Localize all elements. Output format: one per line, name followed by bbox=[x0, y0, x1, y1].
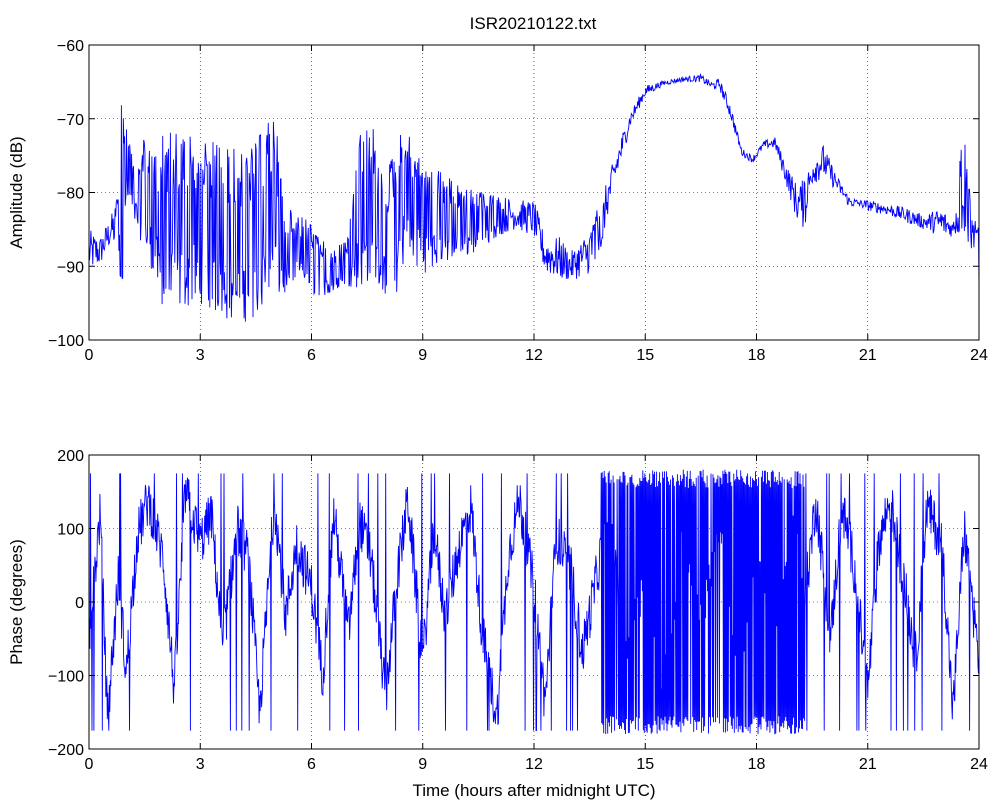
x-tick-label: 0 bbox=[85, 756, 94, 773]
amplitude-y-axis-label: Amplitude (dB) bbox=[7, 136, 26, 248]
x-tick-label: 24 bbox=[970, 347, 988, 364]
x-tick-label: 18 bbox=[748, 347, 766, 364]
amplitude-marks bbox=[88, 73, 980, 322]
phase-series-line bbox=[88, 469, 980, 735]
chart-title: ISR20210122.txt bbox=[470, 14, 597, 33]
y-tick-label: −100 bbox=[48, 669, 84, 686]
x-tick-label: 12 bbox=[525, 756, 543, 773]
x-tick-label: 15 bbox=[636, 756, 654, 773]
amplitude-panel: 0 3 6 9 12 15 18 21 24 −100 −90 −80 −70 −60 Amplitude… bbox=[7, 38, 988, 364]
y-tick-label: −60 bbox=[57, 38, 84, 55]
x-tick-label: 24 bbox=[970, 756, 988, 773]
x-tick-label: 18 bbox=[748, 756, 766, 773]
y-tick-label: 100 bbox=[57, 522, 84, 539]
x-tick-label: 3 bbox=[196, 756, 205, 773]
x-tick-label: 15 bbox=[636, 347, 654, 364]
phase-y-axis-label: Phase (degrees) bbox=[7, 539, 26, 665]
y-tick-label: −70 bbox=[57, 112, 84, 129]
x-tick-label: 9 bbox=[418, 347, 427, 364]
x-tick-label: 9 bbox=[418, 756, 427, 773]
y-tick-label: −80 bbox=[57, 186, 84, 203]
y-tick-label: −100 bbox=[48, 333, 84, 350]
x-tick-label: 21 bbox=[859, 347, 877, 364]
y-tick-label: 0 bbox=[75, 595, 84, 612]
x-tick-label: 0 bbox=[85, 347, 94, 364]
phase-ticks: 0 3 6 9 12 15 18 21 24 −200 −100 0 100 200 bbox=[48, 448, 988, 773]
y-tick-label: −90 bbox=[57, 259, 84, 276]
phase-panel: 0 3 6 9 12 15 18 21 24 −200 −100 0 100 200 Phase (deg… bbox=[7, 448, 988, 773]
x-axis-label: Time (hours after midnight UTC) bbox=[412, 781, 655, 800]
y-tick-label: 200 bbox=[57, 448, 84, 465]
x-tick-label: 21 bbox=[859, 756, 877, 773]
x-tick-label: 12 bbox=[525, 347, 543, 364]
y-tick-label: −200 bbox=[48, 742, 84, 759]
x-tick-label: 3 bbox=[196, 347, 205, 364]
amplitude-series-line bbox=[88, 73, 980, 322]
x-tick-label: 6 bbox=[307, 347, 316, 364]
x-tick-label: 6 bbox=[307, 756, 316, 773]
phase-marks bbox=[88, 469, 980, 735]
amplitude-ticks: 0 3 6 9 12 15 18 21 24 −100 −90 −80 −70 −60 bbox=[48, 38, 988, 364]
